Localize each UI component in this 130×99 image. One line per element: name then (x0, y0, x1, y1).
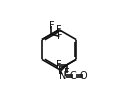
Text: F: F (56, 25, 61, 35)
Text: F: F (57, 31, 62, 41)
Text: O: O (80, 71, 87, 81)
Text: F: F (64, 68, 70, 78)
Text: F: F (56, 60, 61, 70)
Text: F: F (48, 21, 54, 31)
Text: C: C (70, 71, 77, 81)
Text: N: N (59, 71, 67, 81)
Text: F: F (58, 66, 64, 76)
